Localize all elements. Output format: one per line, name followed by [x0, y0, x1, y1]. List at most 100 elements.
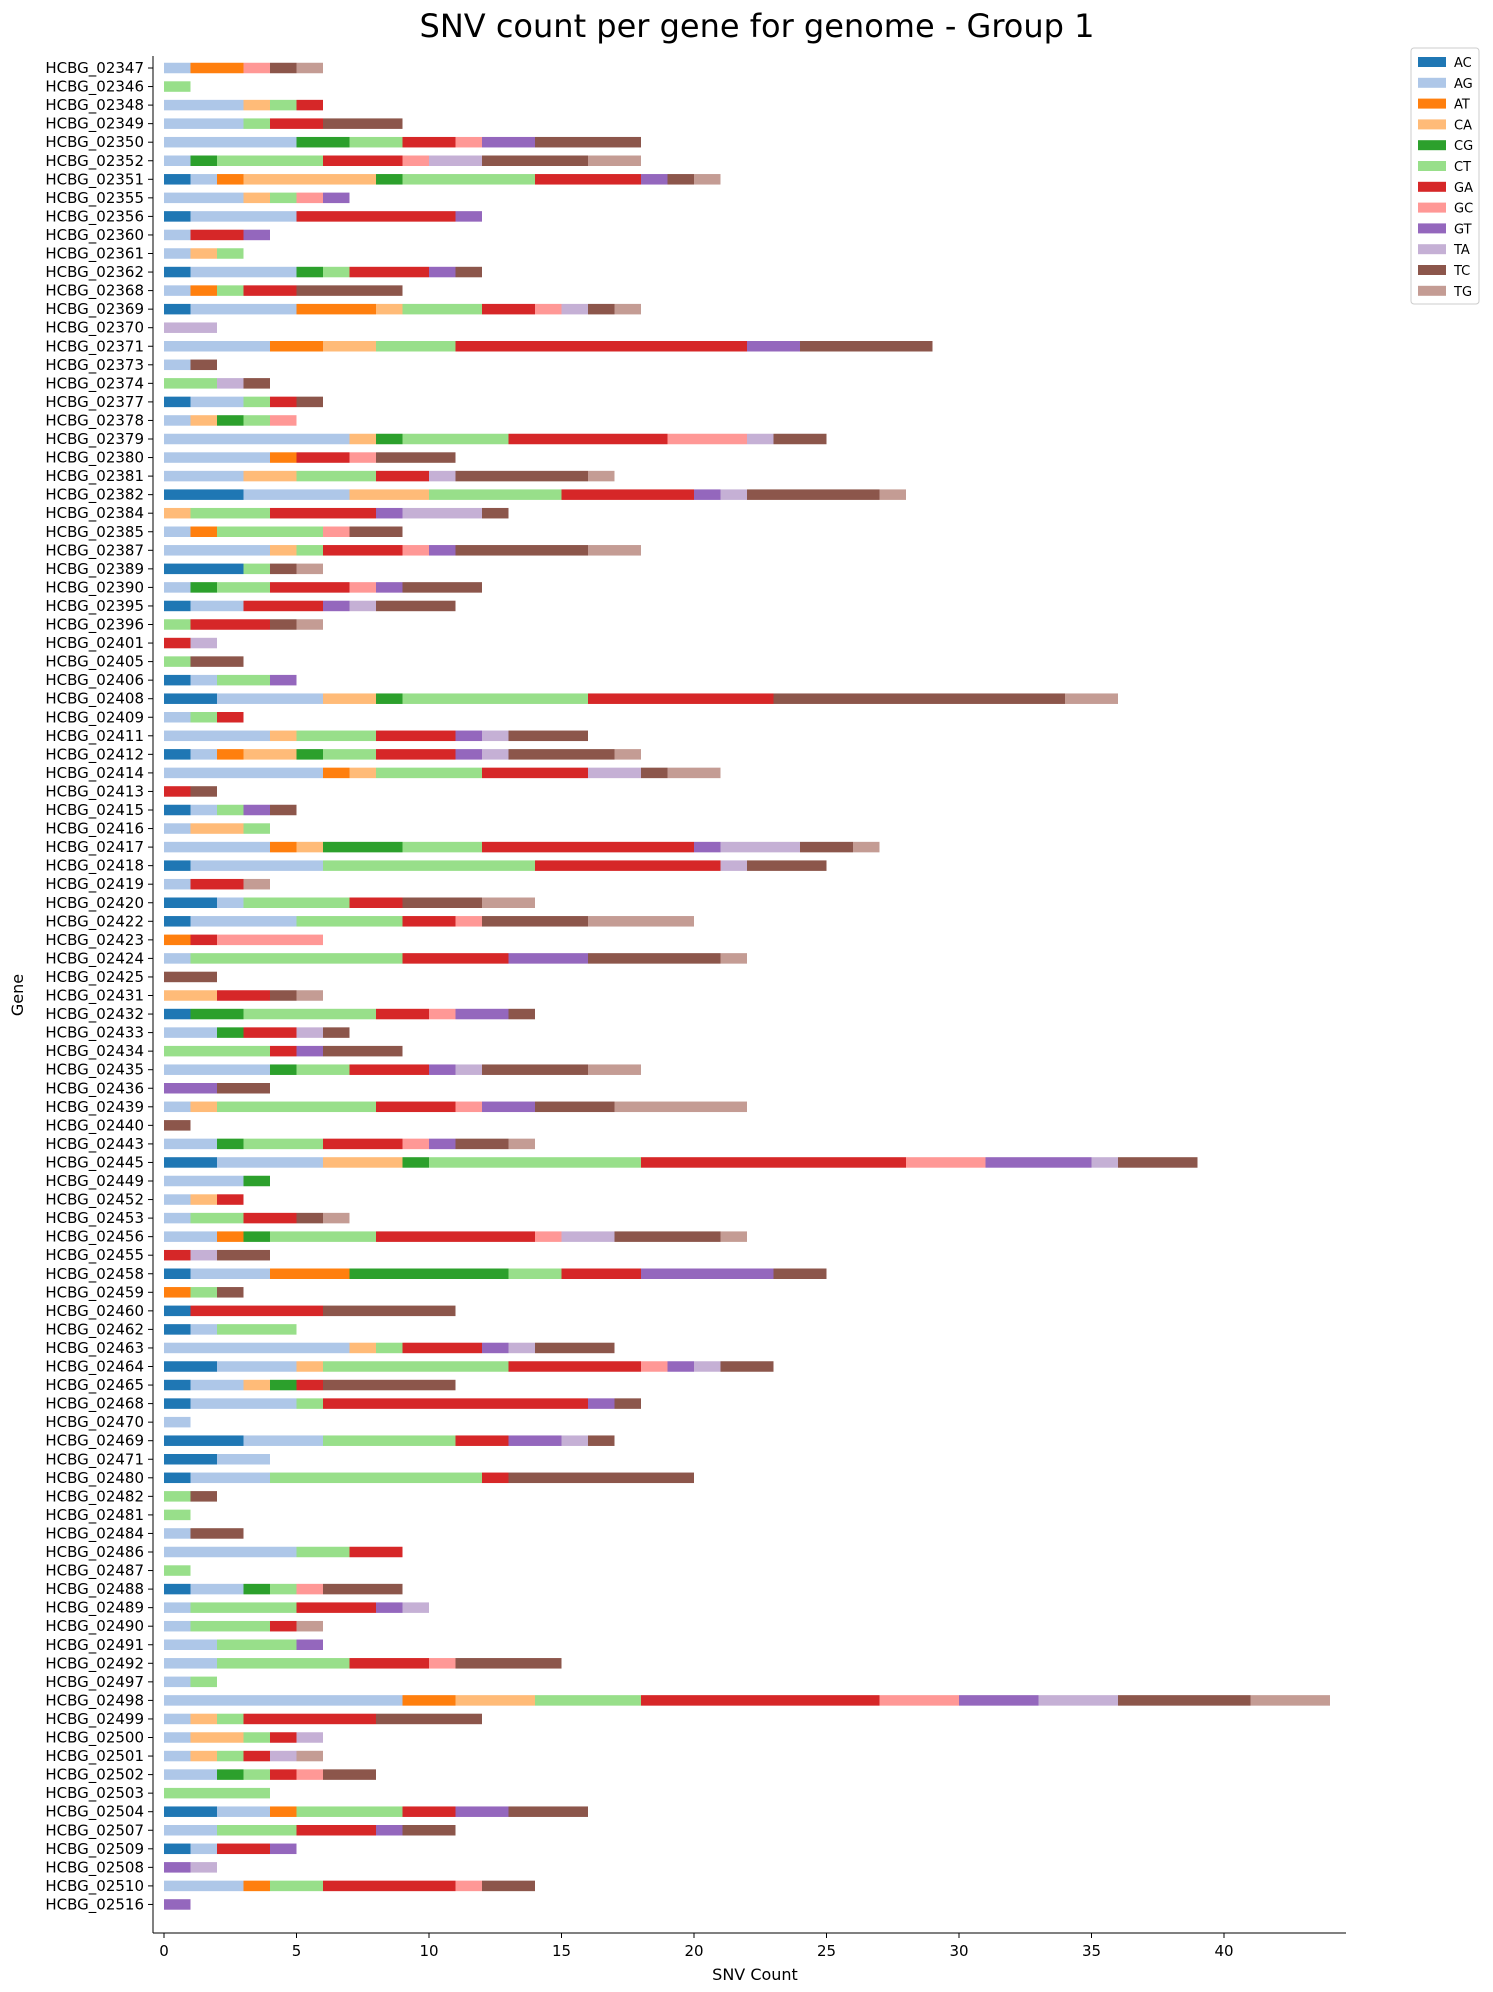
legend-swatch-AG [1418, 77, 1446, 88]
bar-segment-HCBG_02405-TC [190, 656, 244, 667]
bar-segment-HCBG_02350-TC [535, 136, 641, 148]
bar-segment-HCBG_02389-CT [243, 563, 270, 575]
bar-segment-HCBG_02510-CT [270, 1880, 323, 1892]
x-tick-label: 40 [1214, 1942, 1233, 1960]
bar-segment-HCBG_02463-CA [349, 1342, 376, 1354]
y-tick-label: HCBG_02464 [45, 1358, 144, 1377]
bar-segment-HCBG_02464-AC [164, 1361, 217, 1372]
bar-segment-HCBG_02387-TC [455, 545, 588, 556]
bar-segment-HCBG_02491-AG [164, 1639, 217, 1650]
bar-segment-HCBG_02456-GA [376, 1231, 535, 1242]
bar-segment-HCBG_02355-CT [270, 192, 297, 204]
bar-segment-HCBG_02507-GA [296, 1825, 376, 1836]
legend-label-GC: GC [1454, 202, 1473, 217]
x-tick-label: 0 [159, 1942, 169, 1960]
y-tick-label: HCBG_02497 [45, 1673, 144, 1692]
y-tick-label: HCBG_02378 [45, 411, 144, 430]
bar-segment-HCBG_02497-AG [164, 1676, 191, 1688]
bar-segment-HCBG_02379-TA [747, 433, 774, 445]
y-tick-label: HCBG_02449 [45, 1172, 144, 1191]
bar-segment-HCBG_02482-CT [164, 1491, 191, 1502]
y-tick-label: HCBG_02381 [45, 467, 144, 486]
bar-segment-HCBG_02510-GC [455, 1880, 482, 1892]
bar-segment-HCBG_02374-TA [217, 378, 244, 389]
bar-segment-HCBG_02468-GT [588, 1398, 615, 1409]
y-tick-label: HCBG_02355 [45, 189, 144, 208]
bar-segment-HCBG_02377-GA [270, 396, 297, 408]
bar-segment-HCBG_02458-AC [164, 1268, 191, 1279]
bar-segment-HCBG_02382-AC [164, 489, 244, 500]
bar-segment-HCBG_02420-AC [164, 897, 217, 908]
legend-label-GT: GT [1454, 222, 1472, 237]
bar-segment-HCBG_02413-GA [164, 786, 191, 797]
bar-segment-HCBG_02384-TA [402, 507, 482, 519]
bar-segment-HCBG_02382-GT [694, 489, 721, 500]
y-tick-label: HCBG_02351 [45, 170, 144, 189]
bar-segment-HCBG_02453-TC [296, 1212, 323, 1224]
bar-segment-HCBG_02384-TC [482, 507, 509, 519]
bar-segment-HCBG_02374-TC [243, 378, 270, 389]
bar-segment-HCBG_02385-CT [217, 526, 323, 537]
y-tick-label: HCBG_02440 [45, 1116, 144, 1135]
bar-segment-HCBG_02420-AG [217, 897, 244, 908]
bar-segment-HCBG_02443-TG [508, 1138, 535, 1150]
bar-segment-HCBG_02350-GT [482, 136, 535, 148]
bar-segment-HCBG_02412-TA [482, 749, 509, 760]
bar-segment-HCBG_02408-CA [323, 693, 376, 704]
y-tick-label: HCBG_02488 [45, 1580, 144, 1599]
bar-segment-HCBG_02439-TC [535, 1101, 615, 1113]
bar-segment-HCBG_02401-GA [164, 637, 191, 649]
bar-segment-HCBG_02509-GA [217, 1843, 270, 1855]
bar-segment-HCBG_02510-AT [243, 1880, 270, 1892]
bar-segment-HCBG_02435-TC [482, 1064, 588, 1075]
bar-segment-HCBG_02455-GA [164, 1249, 191, 1261]
bar-segment-HCBG_02443-CG [217, 1138, 244, 1150]
bar-segment-HCBG_02465-TC [323, 1379, 456, 1391]
y-tick-label: HCBG_02385 [45, 523, 144, 542]
bar-segment-HCBG_02449-CG [243, 1175, 270, 1187]
bar-segment-HCBG_02507-TC [402, 1825, 456, 1836]
bar-segment-HCBG_02380-TC [376, 452, 456, 463]
bar-segment-HCBG_02469-TA [561, 1435, 588, 1446]
bar-segment-HCBG_02352-GC [402, 155, 429, 166]
y-tick-label: HCBG_02414 [45, 764, 144, 783]
y-tick-label: HCBG_02452 [45, 1191, 144, 1210]
bar-segment-HCBG_02498-TG [1250, 1695, 1330, 1706]
bar-segment-HCBG_02349-CT [243, 118, 270, 129]
bar-segment-HCBG_02463-TA [508, 1342, 535, 1354]
bar-segment-HCBG_02439-TG [614, 1101, 747, 1113]
bar-segment-HCBG_02464-CA [296, 1361, 323, 1372]
bar-segment-HCBG_02431-TG [296, 990, 323, 1001]
y-tick-label: HCBG_02486 [45, 1543, 144, 1562]
y-tick-label: HCBG_02382 [45, 486, 144, 505]
y-tick-label: HCBG_02510 [45, 1877, 144, 1896]
y-tick-label: HCBG_02500 [45, 1729, 144, 1748]
bar-segment-HCBG_02408-GA [588, 693, 774, 704]
bar-segment-HCBG_02480-TC [508, 1472, 694, 1484]
bar-segment-HCBG_02445-AG [217, 1157, 323, 1168]
y-tick-label: HCBG_02349 [45, 115, 144, 134]
y-tick-label: HCBG_02373 [45, 356, 144, 375]
bar-segment-HCBG_02390-CT [217, 582, 270, 593]
bar-segment-HCBG_02356-AC [164, 211, 191, 222]
bar-segment-HCBG_02408-CT [402, 693, 588, 704]
bar-segment-HCBG_02463-GT [482, 1342, 509, 1354]
bar-segment-HCBG_02465-AG [190, 1379, 244, 1391]
bar-segment-HCBG_02408-AC [164, 693, 217, 704]
bar-segment-HCBG_02439-GA [376, 1101, 456, 1113]
y-tick-label: HCBG_02412 [45, 745, 144, 764]
bar-segment-HCBG_02368-AG [164, 285, 191, 296]
bar-segment-HCBG_02509-AG [190, 1843, 217, 1855]
bar-segment-HCBG_02504-CT [296, 1806, 403, 1817]
y-tick-label: HCBG_02415 [45, 801, 144, 820]
bar-segment-HCBG_02348-CT [270, 99, 297, 111]
bar-segment-HCBG_02516-GT [164, 1899, 191, 1910]
chart-title: SNV count per gene for genome - Group 1 [420, 7, 1095, 45]
bar-segment-HCBG_02408-TC [773, 693, 1065, 704]
bar-segment-HCBG_02387-GC [402, 545, 429, 556]
legend: AC AG AT CA CG CT GA GC GT TA TC TG [1410, 47, 1480, 305]
bar-segment-HCBG_02420-CT [243, 897, 350, 908]
bar-segment-HCBG_02362-TC [455, 266, 482, 278]
bar-segment-HCBG_02499-AG [164, 1713, 191, 1725]
bar-segment-HCBG_02468-TC [614, 1398, 641, 1409]
